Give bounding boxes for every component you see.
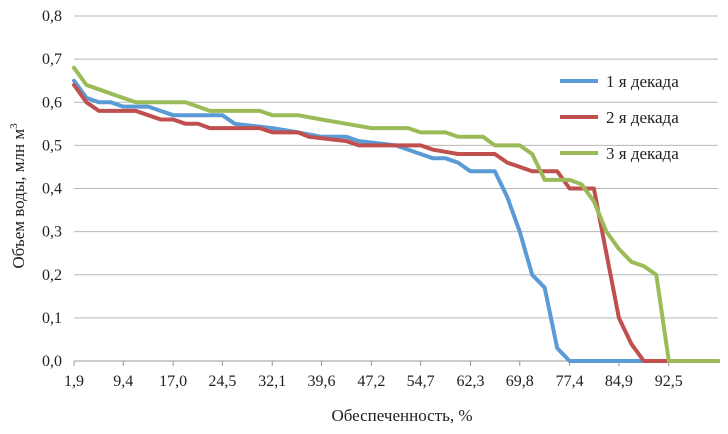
x-tick-label: 62,3 [457,373,485,390]
y-axis-label-group: Объем воды, млн м3 [8,123,28,269]
x-tick-label: 92,5 [655,373,683,390]
series-line-2 [72,83,720,363]
grid [74,15,718,362]
y-tick-label: 0,0 [42,353,62,370]
y-tick-label: 0,7 [42,51,62,68]
x-tick-label: 39,6 [307,373,335,390]
x-tick-label: 1,9 [64,373,84,390]
y-axis-label-text: Объем воды, млн м [9,129,28,269]
x-tick-label: 84,9 [605,373,633,390]
y-tick-label: 0,4 [42,181,62,198]
x-tick-label: 54,7 [407,373,435,390]
x-tick-label: 47,2 [357,373,385,390]
y-tick-label: 0,1 [42,310,62,327]
x-tick-label: 32,1 [258,373,286,390]
x-tick-label: 69,8 [506,373,534,390]
series-line-1 [72,78,720,363]
series-group [72,65,720,363]
legend: 1 я декада 2 я декада 3 я декада [560,72,679,163]
y-axis-label-superscript: 3 [8,123,20,129]
legend-label-1: 1 я декада [606,72,679,91]
y-axis-ticks: 0,0 0,1 0,2 0,3 0,4 0,5 0,6 0,7 0,8 [42,8,62,370]
y-tick-label: 0,2 [42,267,62,284]
y-tick-label: 0,6 [42,94,62,111]
series-line-3 [72,65,720,363]
y-tick-label: 0,5 [42,137,62,154]
x-tick-label: 9,4 [113,373,133,390]
x-tick-label: 17,0 [159,373,187,390]
legend-label-2: 2 я декада [606,108,679,127]
legend-label-3: 3 я декада [606,144,679,163]
x-axis-ticks: 1,9 9,4 17,0 24,5 32,1 39,6 47,2 54,7 62,3 69,8 77… [64,361,683,390]
y-tick-label: 0,3 [42,224,62,241]
x-axis-label: Обеспеченность, % [331,406,472,425]
x-tick-label: 24,5 [208,373,236,390]
y-tick-label: 0,8 [42,8,62,25]
y-axis-label: Объем воды, млн м3 [8,123,28,269]
x-tick-label: 77,4 [556,373,584,390]
